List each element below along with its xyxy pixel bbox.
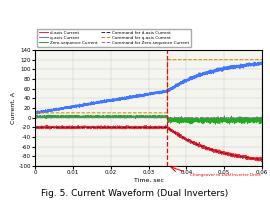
Command for Zero-sequence Current bbox=[131, 116, 134, 119]
Text: Fig. 5. Current Waveform (Dual Inverters): Fig. 5. Current Waveform (Dual Inverters… bbox=[41, 189, 229, 198]
Legend: d-axis Current, q-axis Current, Zero-sequence Current, Command for d-axis Curren: d-axis Current, q-axis Current, Zero-seq… bbox=[37, 29, 191, 47]
d-axis Current bbox=[242, 155, 245, 157]
d-axis Current bbox=[45, 124, 49, 126]
Command for d-axis Current bbox=[129, 126, 132, 129]
Zero-sequence Current bbox=[242, 120, 245, 122]
q-axis Current bbox=[260, 61, 263, 63]
Line: Command for d-axis Current: Command for d-axis Current bbox=[35, 127, 262, 160]
Zero-sequence Current bbox=[33, 116, 37, 118]
Command for q-axis Current bbox=[33, 112, 37, 114]
Line: Zero-sequence Current: Zero-sequence Current bbox=[35, 115, 262, 124]
Command for d-axis Current bbox=[131, 126, 134, 129]
Line: q-axis Current: q-axis Current bbox=[35, 62, 262, 114]
Zero-sequence Current bbox=[254, 119, 257, 121]
Command for d-axis Current bbox=[33, 126, 37, 129]
Command for q-axis Current bbox=[166, 58, 169, 61]
Command for Zero-sequence Current bbox=[129, 116, 132, 119]
d-axis Current bbox=[260, 160, 263, 162]
q-axis Current bbox=[141, 95, 144, 98]
q-axis Current bbox=[129, 96, 132, 99]
Command for q-axis Current bbox=[253, 58, 256, 61]
Command for Zero-sequence Current bbox=[242, 116, 245, 119]
Command for Zero-sequence Current bbox=[253, 116, 256, 119]
Command for Zero-sequence Current bbox=[141, 116, 144, 119]
d-axis Current bbox=[198, 145, 201, 147]
Y-axis label: Current, A: Current, A bbox=[11, 92, 16, 124]
Command for q-axis Current bbox=[131, 112, 134, 114]
Zero-sequence Current bbox=[214, 123, 217, 125]
X-axis label: Time, sec: Time, sec bbox=[133, 178, 164, 183]
Command for Zero-sequence Current bbox=[260, 116, 264, 119]
d-axis Current bbox=[33, 126, 37, 128]
Command for d-axis Current bbox=[242, 156, 245, 158]
Command for d-axis Current bbox=[260, 158, 264, 161]
Zero-sequence Current bbox=[141, 115, 144, 118]
Command for q-axis Current bbox=[242, 58, 245, 61]
d-axis Current bbox=[131, 126, 134, 128]
Command for q-axis Current bbox=[129, 112, 132, 114]
Command for Zero-sequence Current bbox=[33, 116, 37, 119]
Command for q-axis Current bbox=[141, 112, 144, 114]
d-axis Current bbox=[141, 126, 144, 129]
Command for d-axis Current bbox=[141, 126, 144, 129]
Zero-sequence Current bbox=[198, 120, 201, 122]
Command for d-axis Current bbox=[198, 144, 201, 147]
q-axis Current bbox=[242, 65, 245, 67]
q-axis Current bbox=[260, 61, 264, 63]
Zero-sequence Current bbox=[48, 114, 51, 116]
Zero-sequence Current bbox=[129, 116, 132, 119]
q-axis Current bbox=[33, 112, 37, 115]
Zero-sequence Current bbox=[131, 116, 134, 118]
d-axis Current bbox=[253, 157, 256, 160]
Line: d-axis Current: d-axis Current bbox=[35, 125, 262, 161]
q-axis Current bbox=[131, 95, 134, 98]
Line: Command for q-axis Current: Command for q-axis Current bbox=[35, 60, 262, 113]
Zero-sequence Current bbox=[260, 120, 264, 122]
Command for Zero-sequence Current bbox=[198, 116, 201, 119]
Text: Changeover to Dual Inverter Drive: Changeover to Dual Inverter Drive bbox=[190, 173, 261, 177]
Command for q-axis Current bbox=[198, 58, 201, 61]
d-axis Current bbox=[260, 158, 264, 160]
d-axis Current bbox=[129, 126, 132, 129]
q-axis Current bbox=[253, 63, 256, 65]
Command for q-axis Current bbox=[260, 58, 264, 61]
q-axis Current bbox=[34, 113, 37, 116]
Command for d-axis Current bbox=[253, 157, 256, 160]
q-axis Current bbox=[198, 75, 201, 77]
